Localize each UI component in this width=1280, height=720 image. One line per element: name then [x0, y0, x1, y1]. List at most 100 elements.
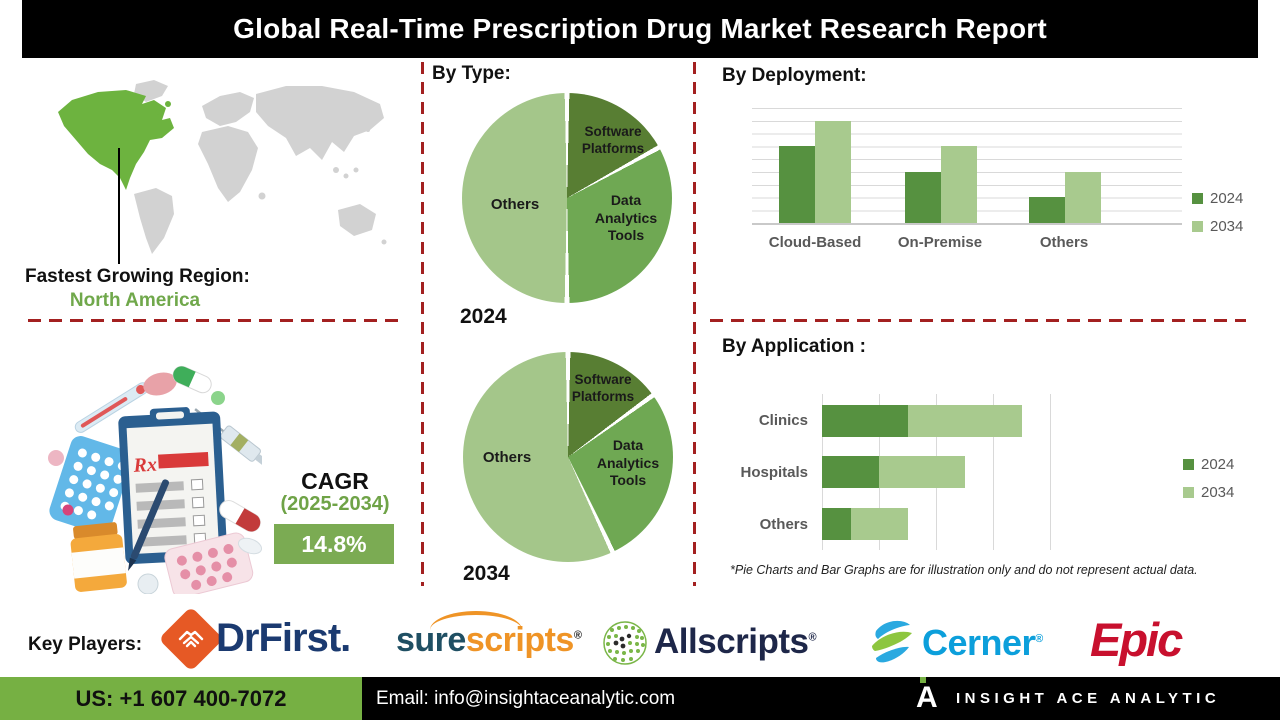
application-category-clinics: Clinics: [758, 412, 808, 429]
illustration-disclaimer: *Pie Charts and Bar Graphs are for illus…: [730, 563, 1198, 577]
hbar-hospitals: [822, 456, 965, 488]
green-capsule-icon: [172, 365, 212, 394]
thermometer-icon: [74, 382, 149, 433]
application-legend-2024: 2024: [1183, 456, 1234, 473]
application-legend-2034: 2034: [1183, 484, 1234, 501]
pie-2024-label-software-platforms: Software Platforms: [581, 124, 645, 156]
email-address: Email: info@insightaceanalytic.com: [376, 687, 676, 709]
deployment-category-on-premise: On-Premise: [897, 234, 983, 251]
medical-illustration: Rx: [48, 365, 262, 594]
deployment-category-others: Others: [1039, 234, 1089, 251]
segment-hospitals-2034: [879, 456, 965, 488]
deployment-legend-2024: 2024: [1192, 190, 1243, 207]
allscripts-logo: Allscripts®: [654, 622, 817, 662]
allscripts-mark: ®: [808, 631, 817, 644]
allscripts-globe-icon: [603, 621, 647, 665]
segment-clinics-2034: [907, 405, 1022, 437]
right-divider-dashed: [710, 319, 1246, 322]
surescripts-mark: ®: [573, 629, 582, 642]
bar-cloud-2034: [815, 120, 851, 223]
tablet-pill: [143, 372, 177, 396]
left-divider-dashed: [28, 319, 403, 322]
pie-chart-2024: [462, 93, 672, 303]
segment-hospitals-2024: [822, 456, 879, 488]
surescripts-part1: sure: [396, 621, 466, 659]
surescripts-part2: scripts: [465, 621, 575, 659]
pie-2034-year: 2034: [463, 562, 510, 585]
segment-others-2034: [850, 508, 908, 540]
map-pointer-line: [118, 148, 120, 264]
hbar-others: [822, 508, 908, 540]
white-pill: [237, 537, 262, 555]
pie-chart-2034: [463, 352, 673, 562]
application-category-others: Others: [759, 516, 808, 533]
by-type-heading: By Type:: [432, 63, 511, 84]
surescripts-arc-icon: [430, 611, 522, 649]
pen-icon: [128, 479, 170, 571]
epic-logo: Epic: [1090, 613, 1183, 666]
legend-swatch-2034: [1192, 221, 1203, 232]
title-bar: Global Real-Time Prescription Drug Marke…: [22, 0, 1258, 58]
surescripts-logo: surescripts®: [396, 621, 582, 660]
by-deployment-heading: By Deployment:: [722, 65, 867, 86]
deployment-legend-2034: 2034: [1192, 218, 1243, 235]
prescription-clipboard-icon: Rx: [118, 407, 228, 571]
cerner-wordmark: Cerner: [922, 622, 1036, 663]
pie-2034-label-data-analytics-tools: Data Analytics Tools: [596, 437, 660, 488]
cagr-period: (2025-2034): [280, 493, 390, 515]
legend-swatch-2024: [1192, 193, 1203, 204]
fastest-growing-region-label: Fastest Growing Region:: [25, 266, 250, 287]
cerner-swoosh-icon: [872, 620, 912, 663]
world-map: [58, 80, 387, 254]
north-america-highlight: [58, 90, 174, 190]
insightace-logo-dot: [920, 677, 926, 683]
bar-group-on-premise: [905, 146, 977, 223]
pill-bottle-icon: [70, 522, 127, 592]
page-title: Global Real-Time Prescription Drug Marke…: [233, 13, 1047, 44]
allscripts-wordmark: Allscripts: [654, 622, 809, 661]
bar-cloud-2024: [779, 146, 815, 223]
round-pill: [137, 573, 159, 594]
cagr-label: CAGR: [301, 468, 369, 494]
footer-black-banner: [362, 677, 1280, 720]
green-pill: [211, 391, 225, 405]
map-continents: [134, 80, 387, 254]
segment-clinics-2024: [822, 405, 908, 437]
cerner-mark: ®: [1035, 633, 1043, 645]
cagr-value-badge: 14.8%: [274, 524, 394, 564]
pie-2024-label-others: Others: [490, 196, 540, 213]
bar-others-2024: [1029, 197, 1065, 223]
middle-divider-left: [421, 62, 424, 586]
application-bar-chart: [822, 394, 1051, 550]
deployment-category-cloud-based: Cloud-Based: [768, 234, 862, 251]
insightace-logo-mark: A: [916, 681, 938, 714]
bar-onpremise-2034: [941, 146, 977, 223]
fastest-growing-region-value: North America: [69, 290, 201, 311]
svg-text:Rx: Rx: [132, 454, 157, 477]
pie-2034-label-software-platforms: Software Platforms: [571, 372, 635, 404]
insightace-brand-name: INSIGHT ACE ANALYTIC: [956, 690, 1221, 707]
legend-label-2024: 2024: [1201, 456, 1235, 473]
magenta-pill: [62, 504, 74, 516]
footer-phone-banner: US: +1 607 400-7072: [0, 677, 362, 720]
bar-group-cloud-based: [779, 120, 851, 223]
deployment-bar-chart: [752, 108, 1182, 225]
legend-swatch-2024: [1183, 459, 1194, 470]
phone-number: US: +1 607 400-7072: [75, 685, 287, 711]
pink-pill: [48, 450, 64, 466]
legend-swatch-2034: [1183, 487, 1194, 498]
legend-label-2034: 2034: [1201, 484, 1235, 501]
red-capsule-icon: [219, 500, 261, 532]
pie-2034-label-others: Others: [482, 449, 532, 466]
middle-divider-right: [693, 62, 696, 586]
pie-2024-year: 2024: [460, 305, 507, 328]
blister-pack-pink: [164, 532, 254, 594]
drfirst-logo: DrFirst.: [216, 616, 351, 660]
bar-onpremise-2024: [905, 171, 941, 223]
application-category-hospitals: Hospitals: [740, 464, 808, 481]
cerner-logo: Cerner®: [922, 622, 1043, 664]
pie-2024-label-data-analytics-tools: Data Analytics Tools: [594, 192, 658, 243]
bar-group-others: [1029, 171, 1101, 223]
by-application-heading: By Application :: [722, 336, 866, 357]
